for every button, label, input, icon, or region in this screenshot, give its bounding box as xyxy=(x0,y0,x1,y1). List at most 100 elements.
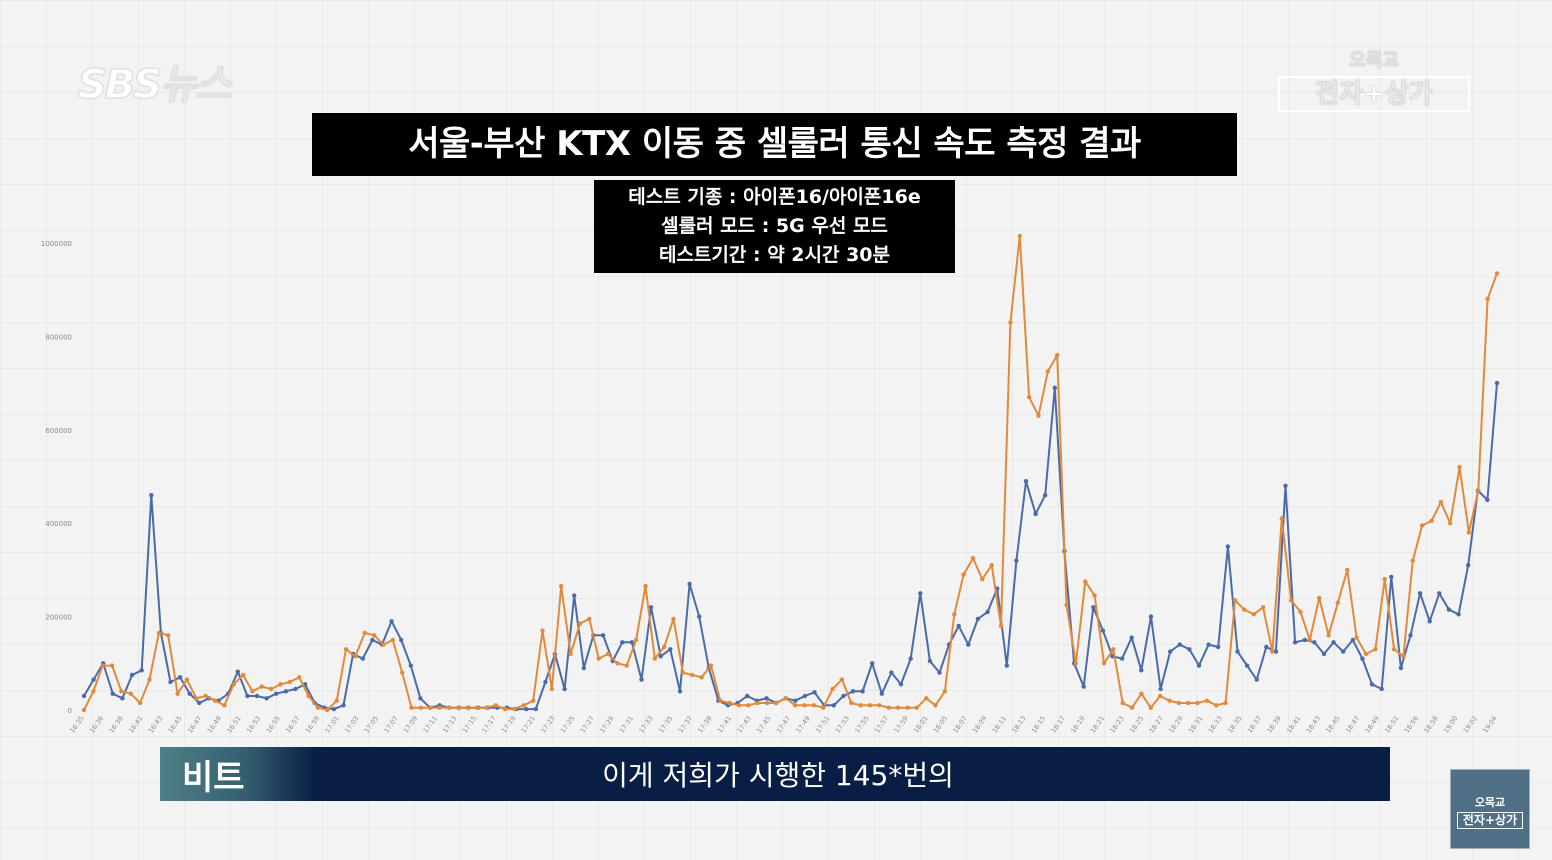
series-2-point xyxy=(109,663,115,668)
series-1-point xyxy=(802,693,808,699)
x-tick-label: 17:25 xyxy=(559,715,576,735)
x-tick-label: 18:01 xyxy=(912,715,929,735)
series-2-point xyxy=(559,584,564,589)
x-tick-label: 17:33 xyxy=(637,715,654,735)
series-2-point xyxy=(1251,612,1256,617)
series-1-point xyxy=(1273,649,1279,654)
series-1-point xyxy=(1100,628,1106,633)
series-2-point xyxy=(1298,609,1303,615)
series-1-point xyxy=(274,691,279,696)
series-2-point xyxy=(240,672,246,678)
series-2-point xyxy=(540,628,545,633)
series-1-point xyxy=(648,605,654,610)
series-1-point xyxy=(91,677,96,682)
x-tick-label: 17:15 xyxy=(461,715,478,735)
series-1-point xyxy=(668,647,673,652)
series-2-point xyxy=(1429,518,1434,524)
series-2-point xyxy=(484,705,489,710)
corner-thumbnail[interactable]: 오목교 전자+상가 xyxy=(1450,769,1530,849)
series-2-point xyxy=(222,703,227,708)
series-2-point xyxy=(1457,465,1462,470)
series-2-point xyxy=(315,705,321,710)
series-1-point xyxy=(1350,637,1356,643)
x-tick-label: 17:19 xyxy=(500,715,517,735)
series-2-point xyxy=(1382,577,1387,582)
x-tick-label: 17:29 xyxy=(598,715,615,735)
series-1-point xyxy=(956,623,961,629)
series-2-point xyxy=(577,621,583,626)
series-2-point xyxy=(231,682,236,687)
x-tick-label: 17:23 xyxy=(539,715,556,735)
series-2-point xyxy=(1101,661,1107,666)
series-1-point xyxy=(908,656,913,661)
series-2-point xyxy=(1317,595,1322,601)
x-tick-label: 17:27 xyxy=(579,715,596,735)
series-1-point xyxy=(1177,642,1183,647)
series-2-point xyxy=(858,703,863,708)
series-1-point xyxy=(283,689,289,694)
series-1-point xyxy=(360,656,365,661)
series-2-point xyxy=(821,705,826,710)
series-2-point xyxy=(1438,500,1444,505)
series-1-point xyxy=(149,493,154,498)
series-1-point xyxy=(264,696,269,701)
series-1-point xyxy=(139,668,144,673)
series-2-point xyxy=(1195,700,1200,706)
x-tick-label: 16:59 xyxy=(304,715,321,735)
series-2-point xyxy=(428,705,433,710)
series-1-point xyxy=(177,675,183,680)
series-2-point xyxy=(961,572,966,577)
series-1-point xyxy=(870,661,875,666)
series-2-point xyxy=(662,644,667,650)
series-1-point xyxy=(1206,642,1211,647)
x-tick-label: 17:39 xyxy=(696,715,713,735)
series-1-point xyxy=(1196,663,1202,668)
series-2-point xyxy=(1092,593,1097,598)
series-1-point xyxy=(927,658,933,664)
x-tick-label: 18:45 xyxy=(1324,715,1341,735)
x-tick-label: 17:17 xyxy=(480,715,497,735)
series-1-point xyxy=(697,614,702,619)
x-tick-label: 18:11 xyxy=(991,715,1008,735)
series-2-point xyxy=(905,705,910,710)
x-tick-label: 16:57 xyxy=(284,715,301,735)
series-2-point xyxy=(1373,647,1378,652)
y-tick-label: 800000 xyxy=(45,333,72,341)
series-1-point xyxy=(389,619,394,624)
series-1-point xyxy=(600,633,606,638)
series-2-point xyxy=(325,707,330,713)
series-1-point xyxy=(129,672,135,678)
series-2-point xyxy=(764,700,770,706)
series-1-point xyxy=(1119,656,1125,661)
series-2-point xyxy=(334,698,339,703)
series-1-point xyxy=(1244,663,1250,668)
series-2-point xyxy=(839,677,845,682)
series-1-point xyxy=(937,670,942,675)
series-2-point xyxy=(867,703,873,708)
x-tick-label: 17:01 xyxy=(323,715,340,735)
series-1-point xyxy=(254,693,260,699)
x-tick-label: 18:21 xyxy=(1089,715,1106,735)
series-2-point xyxy=(970,556,976,561)
series-1-point xyxy=(879,691,884,696)
x-tick-label: 18:05 xyxy=(932,715,949,735)
series-1-point xyxy=(1148,614,1154,619)
series-2-point xyxy=(362,630,367,636)
series-layer xyxy=(81,233,1500,713)
series-2-point xyxy=(269,686,274,692)
series-2-point xyxy=(166,633,171,638)
series-2-point xyxy=(1476,488,1481,493)
x-tick-label: 18:17 xyxy=(1050,715,1067,735)
series-line-2 xyxy=(83,235,1498,711)
series-2-point xyxy=(137,700,143,706)
series-1-point xyxy=(1033,511,1038,517)
series-2-point xyxy=(474,705,480,710)
series-1-point xyxy=(985,609,990,615)
series-2-point xyxy=(1232,598,1238,603)
x-tick-label: 17:51 xyxy=(814,715,831,735)
series-1-point xyxy=(120,696,125,701)
series-2-point xyxy=(1410,558,1416,563)
series-2-point xyxy=(250,689,255,694)
series-1-point xyxy=(1158,686,1163,692)
x-tick-label: 17:35 xyxy=(657,715,674,735)
